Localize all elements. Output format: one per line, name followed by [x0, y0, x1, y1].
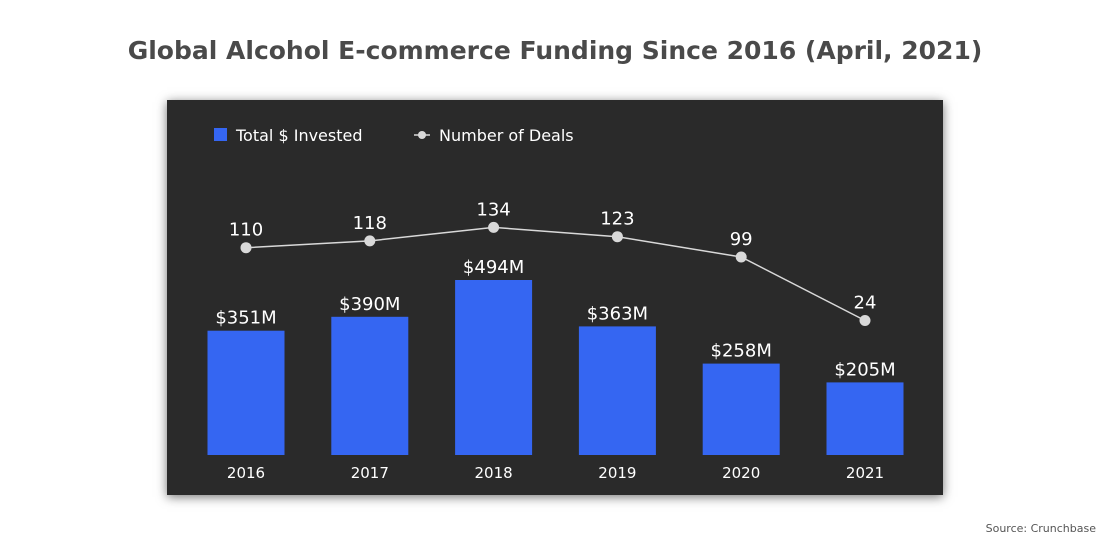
bar-2021: [826, 382, 904, 455]
deals-value-label-2016: 110: [229, 220, 263, 241]
bar-value-label-2020: $258M: [711, 341, 772, 362]
bar-value-label-2019: $363M: [587, 303, 648, 324]
legend-label-total-invested: Total $ Invested: [235, 126, 363, 145]
deals-line-layer: [240, 221, 871, 326]
x-tick-label-2016: 2016: [227, 464, 265, 482]
deals-point-2017: [364, 235, 376, 247]
deals-value-label-2021: 24: [854, 293, 877, 314]
x-tick-label-2017: 2017: [351, 464, 389, 482]
bar-value-label-2016: $351M: [215, 308, 276, 329]
deals-point-2020: [735, 251, 747, 263]
legend-label-number-of-deals: Number of Deals: [439, 126, 574, 145]
chart-canvas: Total $ Invested Number of Deals $351M 20…: [207, 126, 904, 482]
x-tick-label-2020: 2020: [722, 464, 760, 482]
bar-value-label-2017: $390M: [339, 294, 400, 315]
x-tick-label-2019: 2019: [598, 464, 636, 482]
deals-value-label-2019: 123: [600, 209, 634, 230]
deals-point-2021: [859, 315, 871, 326]
bar-2017: [331, 316, 409, 455]
legend: Total $ Invested Number of Deals: [214, 126, 574, 145]
x-tick-label-2018: 2018: [475, 464, 513, 482]
bars-layer: [207, 280, 904, 455]
bar-value-label-2021: $205M: [834, 359, 895, 380]
deals-point-2016: [240, 242, 252, 254]
page-title: Global Alcohol E-commerce Funding Since …: [127, 36, 983, 65]
bar-2019: [578, 326, 656, 455]
labels-layer: $351M 2016 $390M 2017 $494M 2018 $363M 2019 $258…: [215, 199, 895, 482]
bar-2020: [702, 363, 780, 455]
legend-dot-number-of-deals: [418, 131, 426, 139]
bar-2018: [455, 280, 533, 455]
deals-value-label-2018: 134: [476, 199, 510, 220]
deals-value-label-2020: 99: [730, 229, 753, 250]
bar-value-label-2018: $494M: [463, 257, 524, 278]
source-note: Source: Crunchbase: [985, 522, 1096, 535]
chart-panel: Total $ Invested Number of Deals $351M 20…: [167, 100, 943, 495]
bar-2016: [207, 330, 285, 455]
legend-swatch-total-invested: [214, 128, 227, 141]
x-tick-label-2021: 2021: [846, 464, 884, 482]
deals-point-2018: [488, 221, 500, 233]
deals-point-2019: [611, 231, 623, 243]
deals-line: [245, 226, 866, 322]
deals-value-label-2017: 118: [353, 213, 387, 234]
